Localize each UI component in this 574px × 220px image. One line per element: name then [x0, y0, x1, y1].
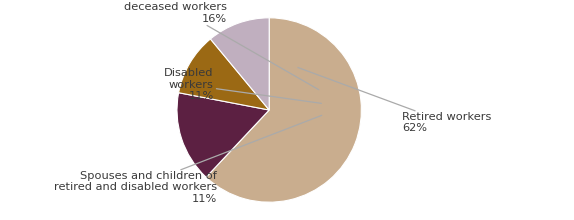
- Text: Survivors of
deceased workers
16%: Survivors of deceased workers 16%: [125, 0, 319, 90]
- Wedge shape: [211, 18, 269, 110]
- Wedge shape: [179, 39, 269, 110]
- Wedge shape: [177, 93, 269, 177]
- Text: Retired workers
62%: Retired workers 62%: [298, 68, 491, 133]
- Wedge shape: [206, 18, 362, 202]
- Text: Disabled
workers
11%: Disabled workers 11%: [164, 68, 321, 103]
- Text: Spouses and children of
retired and disabled workers
11%: Spouses and children of retired and disa…: [54, 115, 322, 204]
